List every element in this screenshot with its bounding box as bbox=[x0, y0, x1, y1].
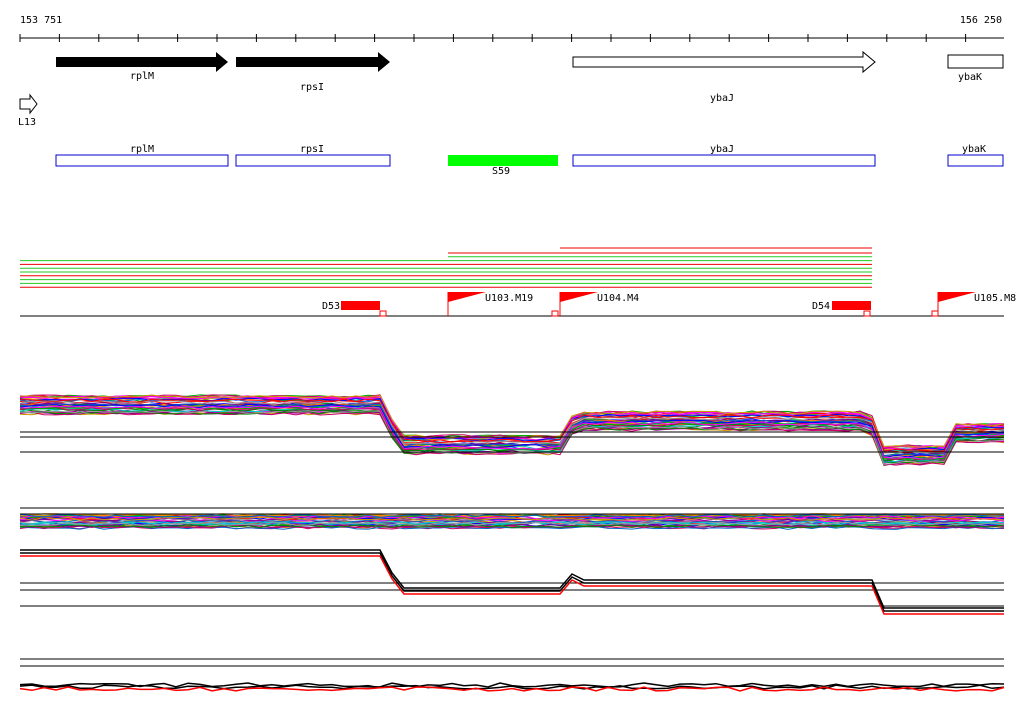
expression-line bbox=[19, 397, 1005, 452]
expression-line bbox=[19, 394, 1005, 448]
expression-line bbox=[19, 524, 1005, 529]
feature-label: D53 bbox=[322, 301, 340, 312]
expression-line bbox=[19, 686, 1005, 692]
expression-line bbox=[19, 405, 1005, 460]
expression-line bbox=[19, 684, 1005, 690]
gene-label: ybaJ bbox=[710, 93, 734, 104]
expression-line bbox=[20, 555, 1004, 615]
gene-arrow bbox=[572, 50, 876, 74]
annotation-label: ybaJ bbox=[710, 144, 734, 155]
expression-line bbox=[19, 513, 1005, 518]
promoter-arrow bbox=[19, 93, 38, 115]
probe bbox=[448, 155, 558, 166]
gene-label: ybaK bbox=[958, 72, 982, 83]
annotation-label: rplM bbox=[130, 144, 154, 155]
expression-line bbox=[19, 411, 1005, 466]
annotation-boxes bbox=[55, 154, 1004, 167]
ruler-start: 153 751 bbox=[20, 15, 62, 26]
expression-line bbox=[19, 398, 1005, 453]
ruler-end: 156 250 bbox=[960, 15, 1002, 26]
promoter-label: L13 bbox=[18, 117, 36, 128]
feature-label: D54 bbox=[812, 301, 830, 312]
flags bbox=[448, 292, 976, 302]
expression-line bbox=[19, 400, 1005, 454]
feature-label: U103.M19 bbox=[485, 293, 533, 304]
expression-line bbox=[19, 521, 1005, 526]
annotation-label: rpsI bbox=[300, 144, 324, 155]
feature-label: U105.M8 bbox=[974, 293, 1016, 304]
feature-box bbox=[832, 301, 871, 310]
annotation-label: ybaK bbox=[962, 144, 986, 155]
gene-box bbox=[947, 54, 1004, 69]
gene-arrow bbox=[236, 52, 390, 72]
read-lines bbox=[20, 247, 872, 288]
probe-label: S59 bbox=[492, 166, 510, 177]
feature-label: U104.M4 bbox=[597, 293, 639, 304]
expression-line bbox=[19, 516, 1005, 521]
expression-tracks bbox=[19, 394, 1005, 692]
gene-arrow bbox=[56, 52, 228, 72]
gene-label: rplM bbox=[130, 71, 154, 82]
gene-label: rpsI bbox=[300, 82, 324, 93]
expression-line bbox=[19, 410, 1005, 465]
feature-box bbox=[341, 301, 380, 310]
ruler-ticks bbox=[19, 34, 967, 42]
expression-line bbox=[20, 552, 1004, 612]
expression-line bbox=[20, 549, 1004, 609]
expression-line bbox=[19, 403, 1005, 457]
